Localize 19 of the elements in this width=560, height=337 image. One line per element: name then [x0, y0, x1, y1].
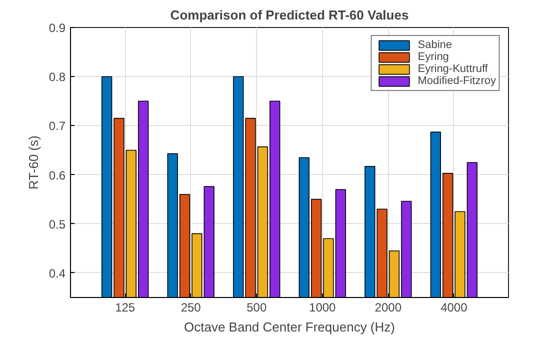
legend-label: Modified-Fitzroy	[418, 75, 496, 87]
legend-label: Sabine	[418, 39, 452, 51]
x-axis-title: Octave Band Center Frequency (Hz)	[184, 320, 395, 334]
legend-label: Eyring-Kuttruff	[418, 63, 488, 75]
y-tick-label: 0.8	[48, 70, 66, 84]
y-tick-label: 0.5	[48, 217, 66, 232]
x-tick-label: 125	[115, 300, 136, 314]
x-tick-label: 500	[246, 300, 267, 314]
y-tick-label: 0.6	[48, 168, 66, 182]
x-tick-label: 250	[180, 300, 202, 314]
y-tick-label: 0.4	[48, 266, 66, 280]
legend-label: Eyring	[418, 51, 449, 63]
y-tick-label: 0.9	[48, 21, 66, 35]
x-tick-label: 4000	[440, 300, 468, 314]
x-tick-label: 2000	[374, 300, 402, 314]
y-tick-label: 0.7	[48, 119, 66, 134]
y-axis-title: RT-60 (s)	[26, 136, 41, 190]
x-tick-label: 1000	[309, 300, 336, 314]
chart-title: Comparison of Predicted RT-60 Values	[170, 8, 409, 22]
